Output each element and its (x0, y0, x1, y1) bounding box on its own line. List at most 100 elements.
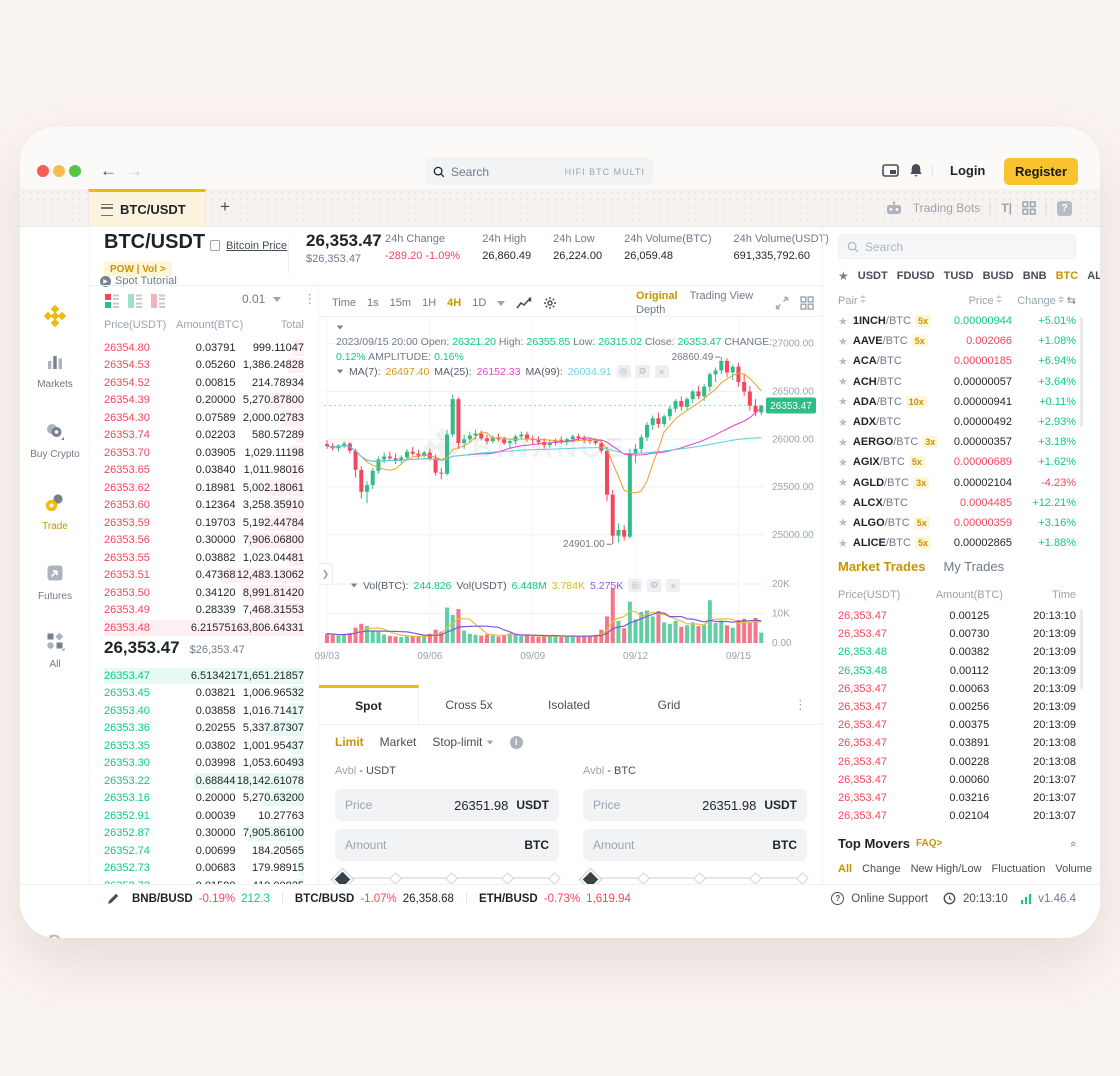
chart-type-icon[interactable] (516, 297, 532, 310)
pair-row-adx[interactable]: ★ ADX/BTC 0.00000492 +2.93% (838, 416, 1076, 429)
spot-tutorial-link[interactable]: ▶ Spot Tutorial (100, 275, 177, 287)
pair-row-1inch[interactable]: ★ 1INCH/BTC 5x 0.00000944 +5.01% (838, 315, 1076, 328)
fullscreen-icon[interactable] (775, 296, 789, 310)
orderbook-ask-row[interactable]: 26353.74 0.02203 580.57289 (104, 427, 304, 443)
trade-row[interactable]: 26,353.48 0.00382 20:13:09 (838, 646, 1076, 659)
favorite-star-icon[interactable]: ★ (838, 396, 848, 409)
trade-row[interactable]: 26,353.48 0.00112 20:13:09 (838, 664, 1076, 677)
grid-layout-icon[interactable] (1022, 201, 1036, 215)
binance-logo[interactable] (20, 303, 90, 334)
bitcoin-price-link[interactable]: Bitcoin Price (226, 240, 288, 252)
form-tab-cross-5x[interactable]: Cross 5x (445, 697, 493, 712)
pair-search-input[interactable]: Search (838, 234, 1076, 259)
add-tab-button[interactable]: + (220, 197, 230, 216)
trade-layout-icon[interactable]: T| (1001, 201, 1012, 215)
interval-4H[interactable]: 4H (447, 297, 462, 309)
online-support-link[interactable]: Online Support (851, 892, 928, 905)
orderbook-bid-row[interactable]: 26352.720.01590419.00825 (104, 877, 304, 884)
movers-tab-change[interactable]: Change (862, 863, 901, 875)
buy-amount-slider[interactable] (331, 868, 561, 891)
favorite-star-icon[interactable]: ★ (838, 355, 848, 368)
order-type-stop-limit[interactable]: Stop-limit (432, 735, 493, 749)
orderbook-bid-row[interactable]: 26353.36 0.20255 5,337.87307 (104, 720, 304, 736)
orderbook-ask-row[interactable]: 26353.62 0.18981 5,002.18061 (104, 480, 304, 496)
quote-tab-al[interactable]: AL (1087, 270, 1100, 282)
vol-settings-icon[interactable]: ⚙ (647, 579, 662, 592)
forward-arrow-icon[interactable]: → (126, 161, 143, 180)
orderbook-ask-row[interactable]: 26353.49 0.28339 7,468.31553 (104, 602, 304, 618)
orderbook-ask-row[interactable]: 26354.80 0.03791 999.11047 (104, 340, 304, 356)
orderbook-bid-row[interactable]: 26353.45 0.03821 1,006.96532 (104, 685, 304, 701)
chevron-down-icon[interactable] (273, 296, 282, 302)
favorite-star-icon[interactable]: ★ (838, 335, 848, 348)
pair-list-scrollbar[interactable] (1080, 317, 1083, 427)
sidebar-item-futures[interactable]: Futures (20, 563, 90, 602)
orderbook-ask-row[interactable]: 26353.60 0.12364 3,258.35910 (104, 497, 304, 513)
pair-row-algo[interactable]: ★ ALGO/BTC 5x 0.00000359 +3.16% (838, 516, 1076, 530)
interval-more-icon[interactable] (497, 300, 506, 306)
ma-settings-icon[interactable]: ⚙ (635, 365, 650, 378)
orderbook-ask-row[interactable]: 26353.55 0.03882 1,023.04481 (104, 550, 304, 566)
collapse-ohlc-icon[interactable] (336, 325, 344, 330)
pow-vol-chip[interactable]: POW | Vol > (104, 261, 172, 277)
sidebar-item-markets[interactable]: Markets (20, 353, 90, 390)
sidebar-item-buy-crypto[interactable]: Buy Crypto (20, 421, 90, 460)
pair-row-alice[interactable]: ★ ALICE/BTC 5x 0.00002865 +1.88% (838, 537, 1076, 550)
trades-tab-my-trades[interactable]: My Trades (943, 559, 1005, 574)
register-button[interactable]: Register (1004, 158, 1078, 185)
orderbook-ask-row[interactable]: 26353.59 0.19703 5,192.44784 (104, 515, 304, 531)
favorite-star-icon[interactable]: ★ (838, 477, 848, 490)
window-minimize-button[interactable] (53, 165, 65, 177)
orderbook-expander-icon[interactable]: ❯ (319, 563, 333, 585)
favorite-star-icon[interactable]: ★ (838, 315, 848, 328)
pip-icon[interactable] (882, 164, 899, 178)
price-chart[interactable]: 27000.00 26500.00 26000.00 25500.00 25000.00… (324, 317, 816, 573)
form-tab-grid[interactable]: Grid (657, 697, 681, 712)
help-icon[interactable]: ? (1057, 200, 1072, 216)
sell-amount-slider[interactable] (579, 868, 809, 891)
collapse-vol-icon[interactable] (350, 583, 358, 588)
trades-scrollbar[interactable] (1080, 609, 1083, 689)
pair-row-agix[interactable]: ★ AGIX/BTC 5x 0.00000689 +1.62% (838, 456, 1076, 469)
favorites-star-icon[interactable]: ★ (838, 269, 849, 283)
statusbar-pair-eth-busd[interactable]: ETH/BUSD -0.73% 1,619.94 (478, 892, 631, 905)
orderbook-bid-row[interactable]: 26352.74 0.00699 184.20565 (104, 843, 304, 859)
interval-1H[interactable]: 1H (422, 297, 437, 309)
orderbook-ask-row[interactable]: 26354.52 0.00815 214.78934 (104, 375, 304, 391)
statusbar-pair-bnb-busd[interactable]: BNB/BUSD -0.19% 212.3 (132, 892, 270, 905)
layout-grid-icon[interactable] (800, 296, 814, 310)
window-close-button[interactable] (37, 165, 49, 177)
interval-1D[interactable]: 1D (472, 297, 487, 309)
pair-row-aergo[interactable]: ★ AERGO/BTC 3x 0.00000357 +3.18% (838, 436, 1076, 449)
favorite-star-icon[interactable]: ★ (838, 436, 848, 449)
orderbook-bid-row[interactable]: 26353.16 0.20000 5,270.63200 (104, 790, 304, 806)
trade-row[interactable]: 26,353.47 0.03891 20:13:08 (838, 737, 1076, 750)
orderbook-ask-row[interactable]: 26353.70 0.03905 1,029.11198 (104, 445, 304, 461)
orderbook-both-view-icon[interactable] (104, 293, 120, 309)
chart-settings-icon[interactable] (543, 296, 557, 310)
orderbook-last-price[interactable]: 26,353.47 $26,353.47 (104, 638, 245, 657)
orderbook-ask-row[interactable]: 26354.39 0.20000 5,270.87800 (104, 392, 304, 408)
order-type-market[interactable]: Market (379, 735, 417, 749)
window-maximize-button[interactable] (69, 165, 81, 177)
view-trading-view[interactable]: Trading View (689, 290, 754, 302)
volume-chart[interactable]: 20K 10K 0.00 (324, 573, 816, 649)
pair-row-alcx[interactable]: ★ ALCX/BTC 0.0004485 +12.21% (838, 496, 1076, 510)
order-type-limit[interactable]: Limit (335, 735, 364, 749)
back-arrow-icon[interactable]: ← (100, 161, 117, 180)
collapse-ma-icon[interactable] (336, 369, 344, 374)
movers-tab-all[interactable]: All (838, 863, 853, 875)
login-button[interactable]: Login (950, 163, 986, 178)
faq-link[interactable]: FAQ> (916, 838, 943, 849)
movers-tab-new-high-low[interactable]: New High/Low (910, 863, 982, 875)
orderbook-ask-row[interactable]: 26353.51 0.47368 12,483.13062 (104, 567, 304, 583)
edit-ticker-icon[interactable] (106, 892, 120, 906)
trade-row[interactable]: 26,353.47 0.00256 20:13:09 (838, 701, 1076, 714)
trade-row[interactable]: 26,353.47 0.02104 20:13:07 (838, 810, 1076, 823)
quote-tab-fdusd[interactable]: FDUSD (896, 270, 935, 282)
pair-row-ach[interactable]: ★ ACH/BTC 0.00000057 +3.64% (838, 375, 1076, 389)
statusbar-pair-btc-busd[interactable]: BTC/BUSD -1.07% 26,358.68 (294, 892, 454, 905)
quote-tab-busd[interactable]: BUSD (982, 270, 1014, 282)
sidebar-item-trade[interactable]: Trade (20, 493, 90, 532)
tab-btc-usdt[interactable]: BTC/USDT (88, 189, 206, 227)
